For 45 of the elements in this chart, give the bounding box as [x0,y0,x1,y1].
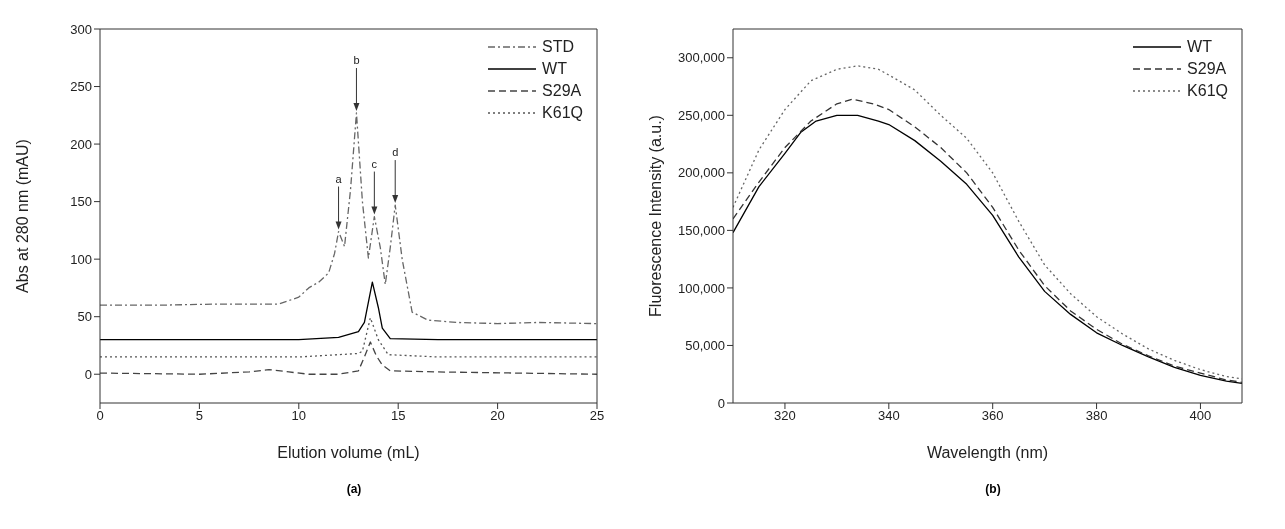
y-tick-label: 200,000 [678,165,725,181]
x-tick-label: 10 [291,408,307,424]
y-axis-title: Fluorescence Intensity (a.u.) [646,115,664,317]
y-tick-label: 250 [70,79,92,95]
legend-label: WT [542,60,567,78]
x-tick-label: 15 [390,408,406,424]
x-tick-label: 5 [195,408,204,424]
y-tick-label: 300 [70,21,92,37]
x-tick-label: 340 [877,408,900,424]
text: (b) [984,482,1002,496]
annotation: b [353,54,360,67]
legend-label: S29A [542,82,582,100]
x-tick-label: 380 [1085,408,1108,424]
annotation: a [335,172,343,185]
y-tick-label: 0 [84,366,92,382]
x-tick-label: 25 [589,408,605,424]
y-tick-label: 150,000 [678,223,725,238]
y-tick-label: 0 [717,395,725,411]
y-tick-label: 150 [70,194,92,210]
y-axis-title: Abs at 280 nm (mAU) [13,139,31,293]
x-axis-title: Elution volume (mL) [277,444,420,461]
y-tick-label: 100 [70,251,92,267]
line-series [100,281,597,341]
legend-label: K61Q [542,104,583,122]
legend-label: K61Q [1187,82,1228,100]
annotation: c [371,157,378,170]
legend-label: S29A [1187,60,1227,78]
line-series [100,317,597,358]
x-tick-label: 320 [774,408,796,424]
legend-label: WT [1187,38,1212,56]
x-tick-label: 20 [490,408,505,424]
x-tick-label: 0 [96,408,104,424]
annotation: d [392,146,399,159]
y-tick-label: 50 [77,309,92,325]
text: (a) [345,482,363,496]
line-series [100,341,597,375]
y-tick-label: 300,000 [678,50,725,66]
y-tick-label: 100,000 [678,280,725,296]
y-tick-label: 50,000 [685,338,725,354]
x-axis-title: Wavelength (nm) [926,444,1049,461]
legend-label: STD [542,38,575,56]
y-tick-label: 250,000 [678,107,725,123]
x-tick-label: 360 [981,408,1004,424]
y-tick-label: 200 [70,136,92,152]
x-tick-label: 400 [1189,408,1212,424]
